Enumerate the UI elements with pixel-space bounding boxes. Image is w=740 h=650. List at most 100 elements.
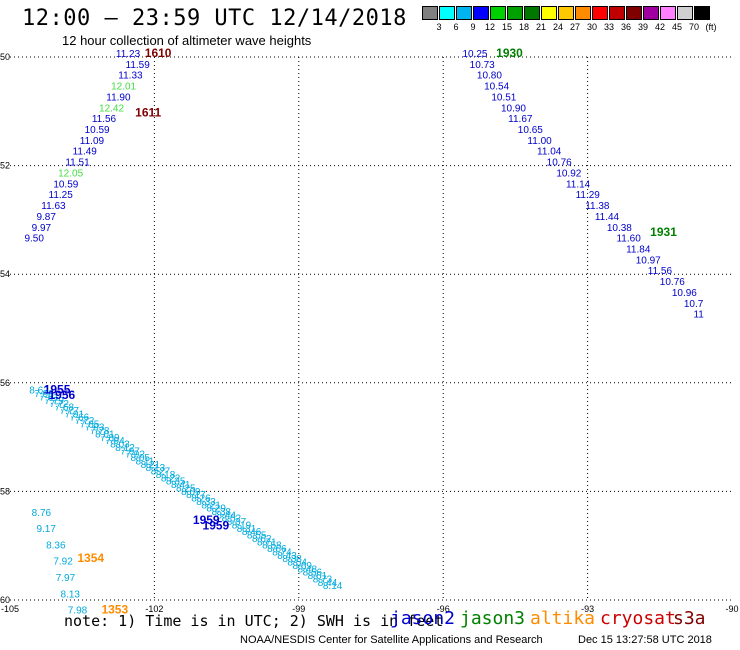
swh-value: 8.22 (161, 473, 181, 484)
swh-value: 8.17 (186, 490, 206, 501)
legend-jason3: jason3 (460, 608, 526, 629)
swh-value: 12.42 (99, 103, 124, 114)
legend-jason2: jason2 (390, 608, 456, 629)
legend-swatch (439, 6, 455, 20)
y-tick-label: -58 (0, 486, 10, 496)
swh-value: 11.90 (106, 92, 131, 103)
swh-value: 10.90 (501, 103, 526, 114)
swh-value: 7.92 (53, 557, 73, 568)
swh-value: 7.68 (55, 403, 75, 414)
swh-value: 7.98 (34, 389, 54, 400)
legend-swatch (507, 6, 523, 20)
swh-value: 9.87 (36, 212, 56, 223)
swh-value: 7.94 (105, 436, 125, 447)
swh-value: 8.44 (318, 578, 338, 589)
legend-swatch (592, 6, 608, 20)
swh-value: 9.50 (24, 234, 44, 245)
swh-value: 8.27 (151, 467, 171, 478)
swh-value: 8.01 (95, 429, 115, 440)
swh-value: 11.44 (595, 212, 620, 223)
swh-value: 8.09 (181, 487, 201, 498)
swh-value: 8.52 (222, 514, 242, 525)
swh-value: 8.03 (110, 440, 130, 451)
swh-value: 8.14 (323, 581, 343, 592)
pass-time-label: 1354 (77, 551, 104, 565)
swh-value: 12.01 (111, 82, 136, 93)
pass-time-label: 1353 (101, 603, 128, 617)
legend-swatch (473, 6, 489, 20)
pass-time-label: 1610 (145, 46, 172, 60)
legend-altika: altika (530, 608, 596, 629)
swh-value: 7.98 (68, 606, 88, 617)
chart-subtitle: 12 hour collection of altimeter wave hei… (62, 33, 312, 48)
swh-value: 8.25 (176, 483, 196, 494)
swh-value: 11 (693, 310, 704, 321)
swh-value: 7.78 (90, 426, 110, 437)
swh-value: 8.69 (292, 561, 312, 572)
legend-label: 27 (569, 22, 580, 32)
legend-swatch (660, 6, 676, 20)
swh-value: 8.13 (146, 463, 166, 474)
legend-unit-label: (ft) (705, 22, 717, 32)
swh-value: 11.29 (576, 190, 601, 201)
swh-value: 8.48 (298, 564, 318, 575)
swh-value: 11.33 (118, 71, 143, 82)
swh-value: 8.71 (257, 537, 277, 548)
legend-swatch (524, 6, 540, 20)
swh-value: 8.62 (252, 534, 272, 545)
pass-time-label: 1956 (49, 388, 76, 402)
legend-swatch (575, 6, 591, 20)
swh-value: 11.56 (92, 114, 117, 125)
swh-value: 8.05 (130, 453, 150, 464)
swh-value: 7.77 (60, 406, 80, 417)
legend-swatch (490, 6, 506, 20)
pass-time-label: 1955 (44, 383, 71, 397)
legend-swatch (558, 6, 574, 20)
swh-value: 12.05 (58, 168, 83, 179)
swh-value: 7.72 (75, 416, 95, 427)
pass-time-label: 1931 (650, 225, 677, 239)
legend-swatch (626, 6, 642, 20)
swh-value: 8.26 (191, 494, 211, 505)
legend-label: 6 (453, 22, 459, 32)
swh-value: 10.97 (636, 255, 661, 266)
swh-value: 11.51 (65, 158, 90, 169)
legend-label: 18 (518, 22, 529, 32)
swh-value: 8.46 (242, 527, 262, 538)
swh-value: 10.92 (556, 168, 581, 179)
legend-swatch (643, 6, 659, 20)
swh-value: 8.44 (217, 510, 237, 521)
swh-value: 10.65 (518, 125, 543, 136)
legend-label: 21 (535, 22, 546, 32)
legend-swatch (541, 6, 557, 20)
map-grid (10, 56, 732, 601)
legend-swatch (456, 6, 472, 20)
x-tick-label: -93 (581, 604, 594, 614)
swh-value: 7.89 (100, 433, 120, 444)
swh-value: 10.59 (53, 179, 78, 190)
swh-value: 8.76 (32, 508, 52, 519)
legend-swatch (422, 6, 438, 20)
swh-value: 11.38 (585, 201, 610, 212)
swh-value: 10.25 (462, 49, 487, 60)
legend-label: 15 (501, 22, 512, 32)
pass-time-label: 1930 (496, 46, 523, 60)
legend-swatch (677, 6, 693, 20)
swh-value: 9.17 (36, 524, 56, 535)
legend-label: 9 (470, 22, 476, 32)
swh-value: 10.96 (672, 288, 697, 299)
swh-value: 8.38 (282, 554, 302, 565)
legend-label: 24 (552, 22, 563, 32)
swh-value: 8.73 (313, 574, 333, 585)
swh-value: 10.59 (85, 125, 110, 136)
swh-value: 11.23 (116, 49, 141, 60)
wave-labels: 11.2311.5911.3312.0111.9012.4211.5610.59… (24, 46, 704, 617)
swh-value: 7.72 (50, 399, 70, 410)
swh-value: 10.7 (684, 299, 704, 310)
swh-value: 8.36 (46, 540, 66, 551)
swh-value: 8.62 (29, 386, 49, 397)
y-tick-label: -56 (0, 378, 10, 388)
swh-value: 11.60 (616, 234, 641, 245)
swh-value: 11.00 (527, 136, 552, 147)
